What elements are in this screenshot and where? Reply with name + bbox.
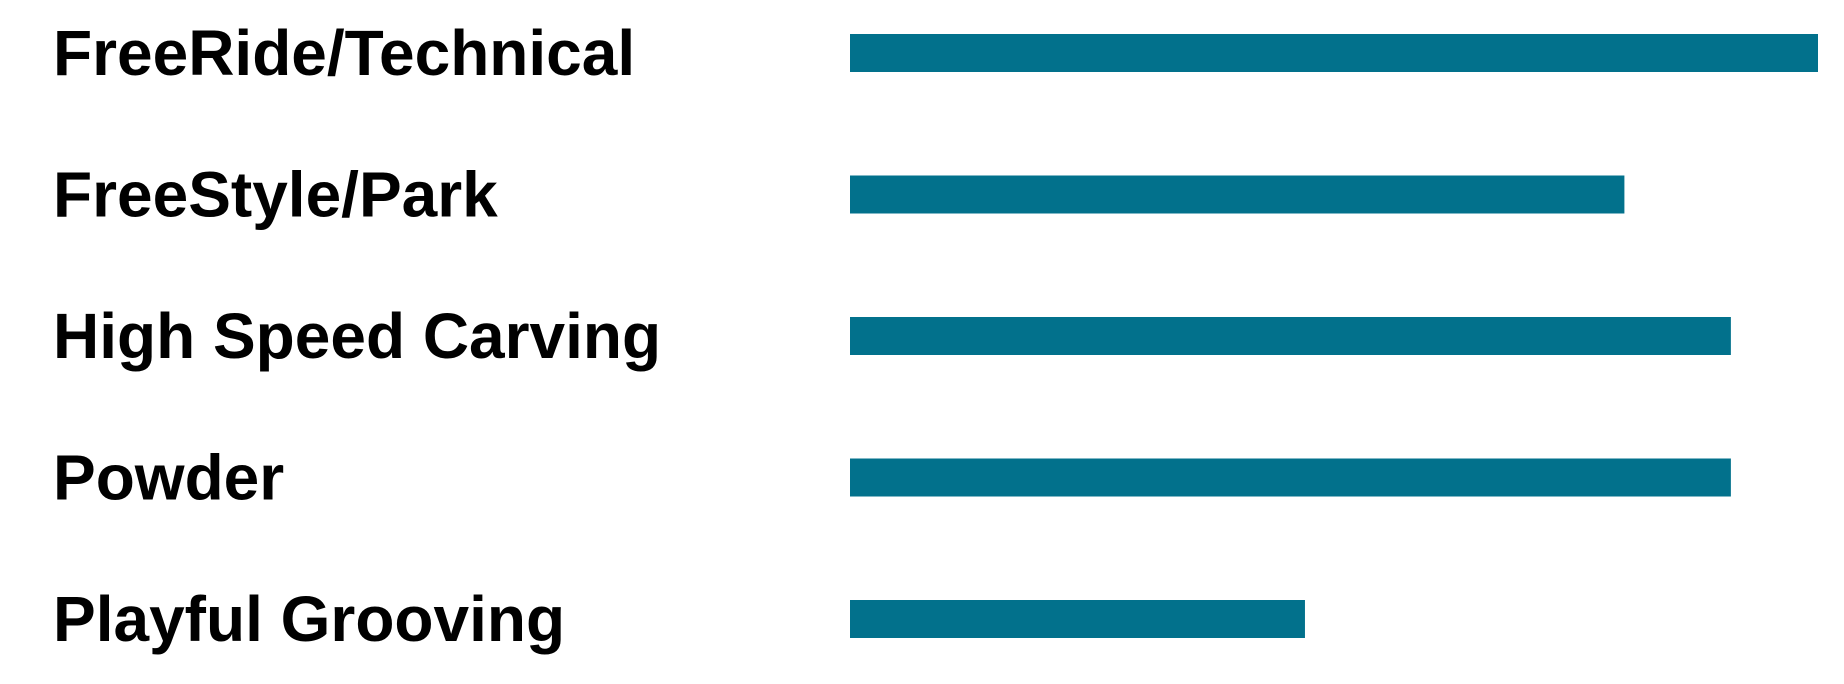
category-label-freeride-technical: FreeRide/Technical <box>53 17 635 89</box>
bar-freestyle-park <box>850 175 1625 214</box>
bar-freeride-technical <box>850 34 1818 72</box>
category-label-freestyle-park: FreeStyle/Park <box>53 159 498 231</box>
bar-powder <box>850 458 1731 497</box>
bars <box>850 34 1818 638</box>
bar-playful-grooving <box>850 600 1305 638</box>
bar-high-speed-carving <box>850 317 1731 355</box>
category-label-powder: Powder <box>53 442 284 514</box>
category-label-playful-grooving: Playful Grooving <box>53 583 565 655</box>
category-labels: FreeRide/Technical FreeStyle/Park High Spe… <box>53 17 661 655</box>
category-label-high-speed-carving: High Speed Carving <box>53 300 661 372</box>
